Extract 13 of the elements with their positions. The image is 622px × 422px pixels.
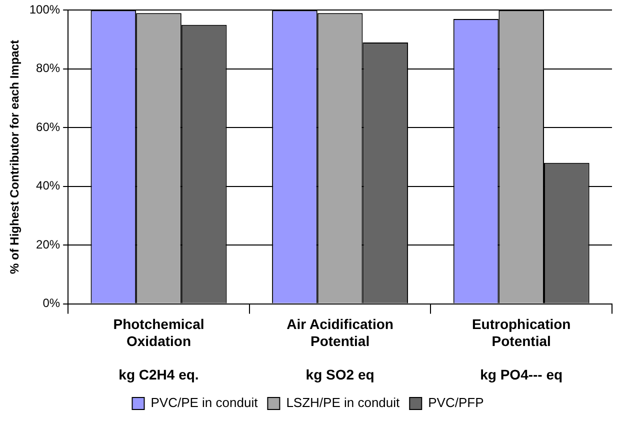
y-tick-label: 80% [36,61,60,76]
y-axis-title: % of Highest Contributor for each Impact [8,40,22,274]
y-tick-label: 40% [36,178,60,193]
category-label: Air Acidification Potential kg SO2 eq [286,316,394,382]
y-tick-label: 60% [36,120,60,134]
legend-label: PVC/PE in conduit [150,395,258,410]
legend-label: PVC/PFP [428,395,484,410]
y-tick-label: 0% [42,296,60,310]
legend-label: LSZH/PE in conduit [286,395,400,410]
y-tick-label: 20% [36,237,60,252]
y-tick-label: 100% [29,2,60,17]
category-label: Eutrophication Potential kg PO4--- eq [472,316,571,382]
category-label: Photchemical Oxidation kg C2H4 eq. [113,316,204,382]
